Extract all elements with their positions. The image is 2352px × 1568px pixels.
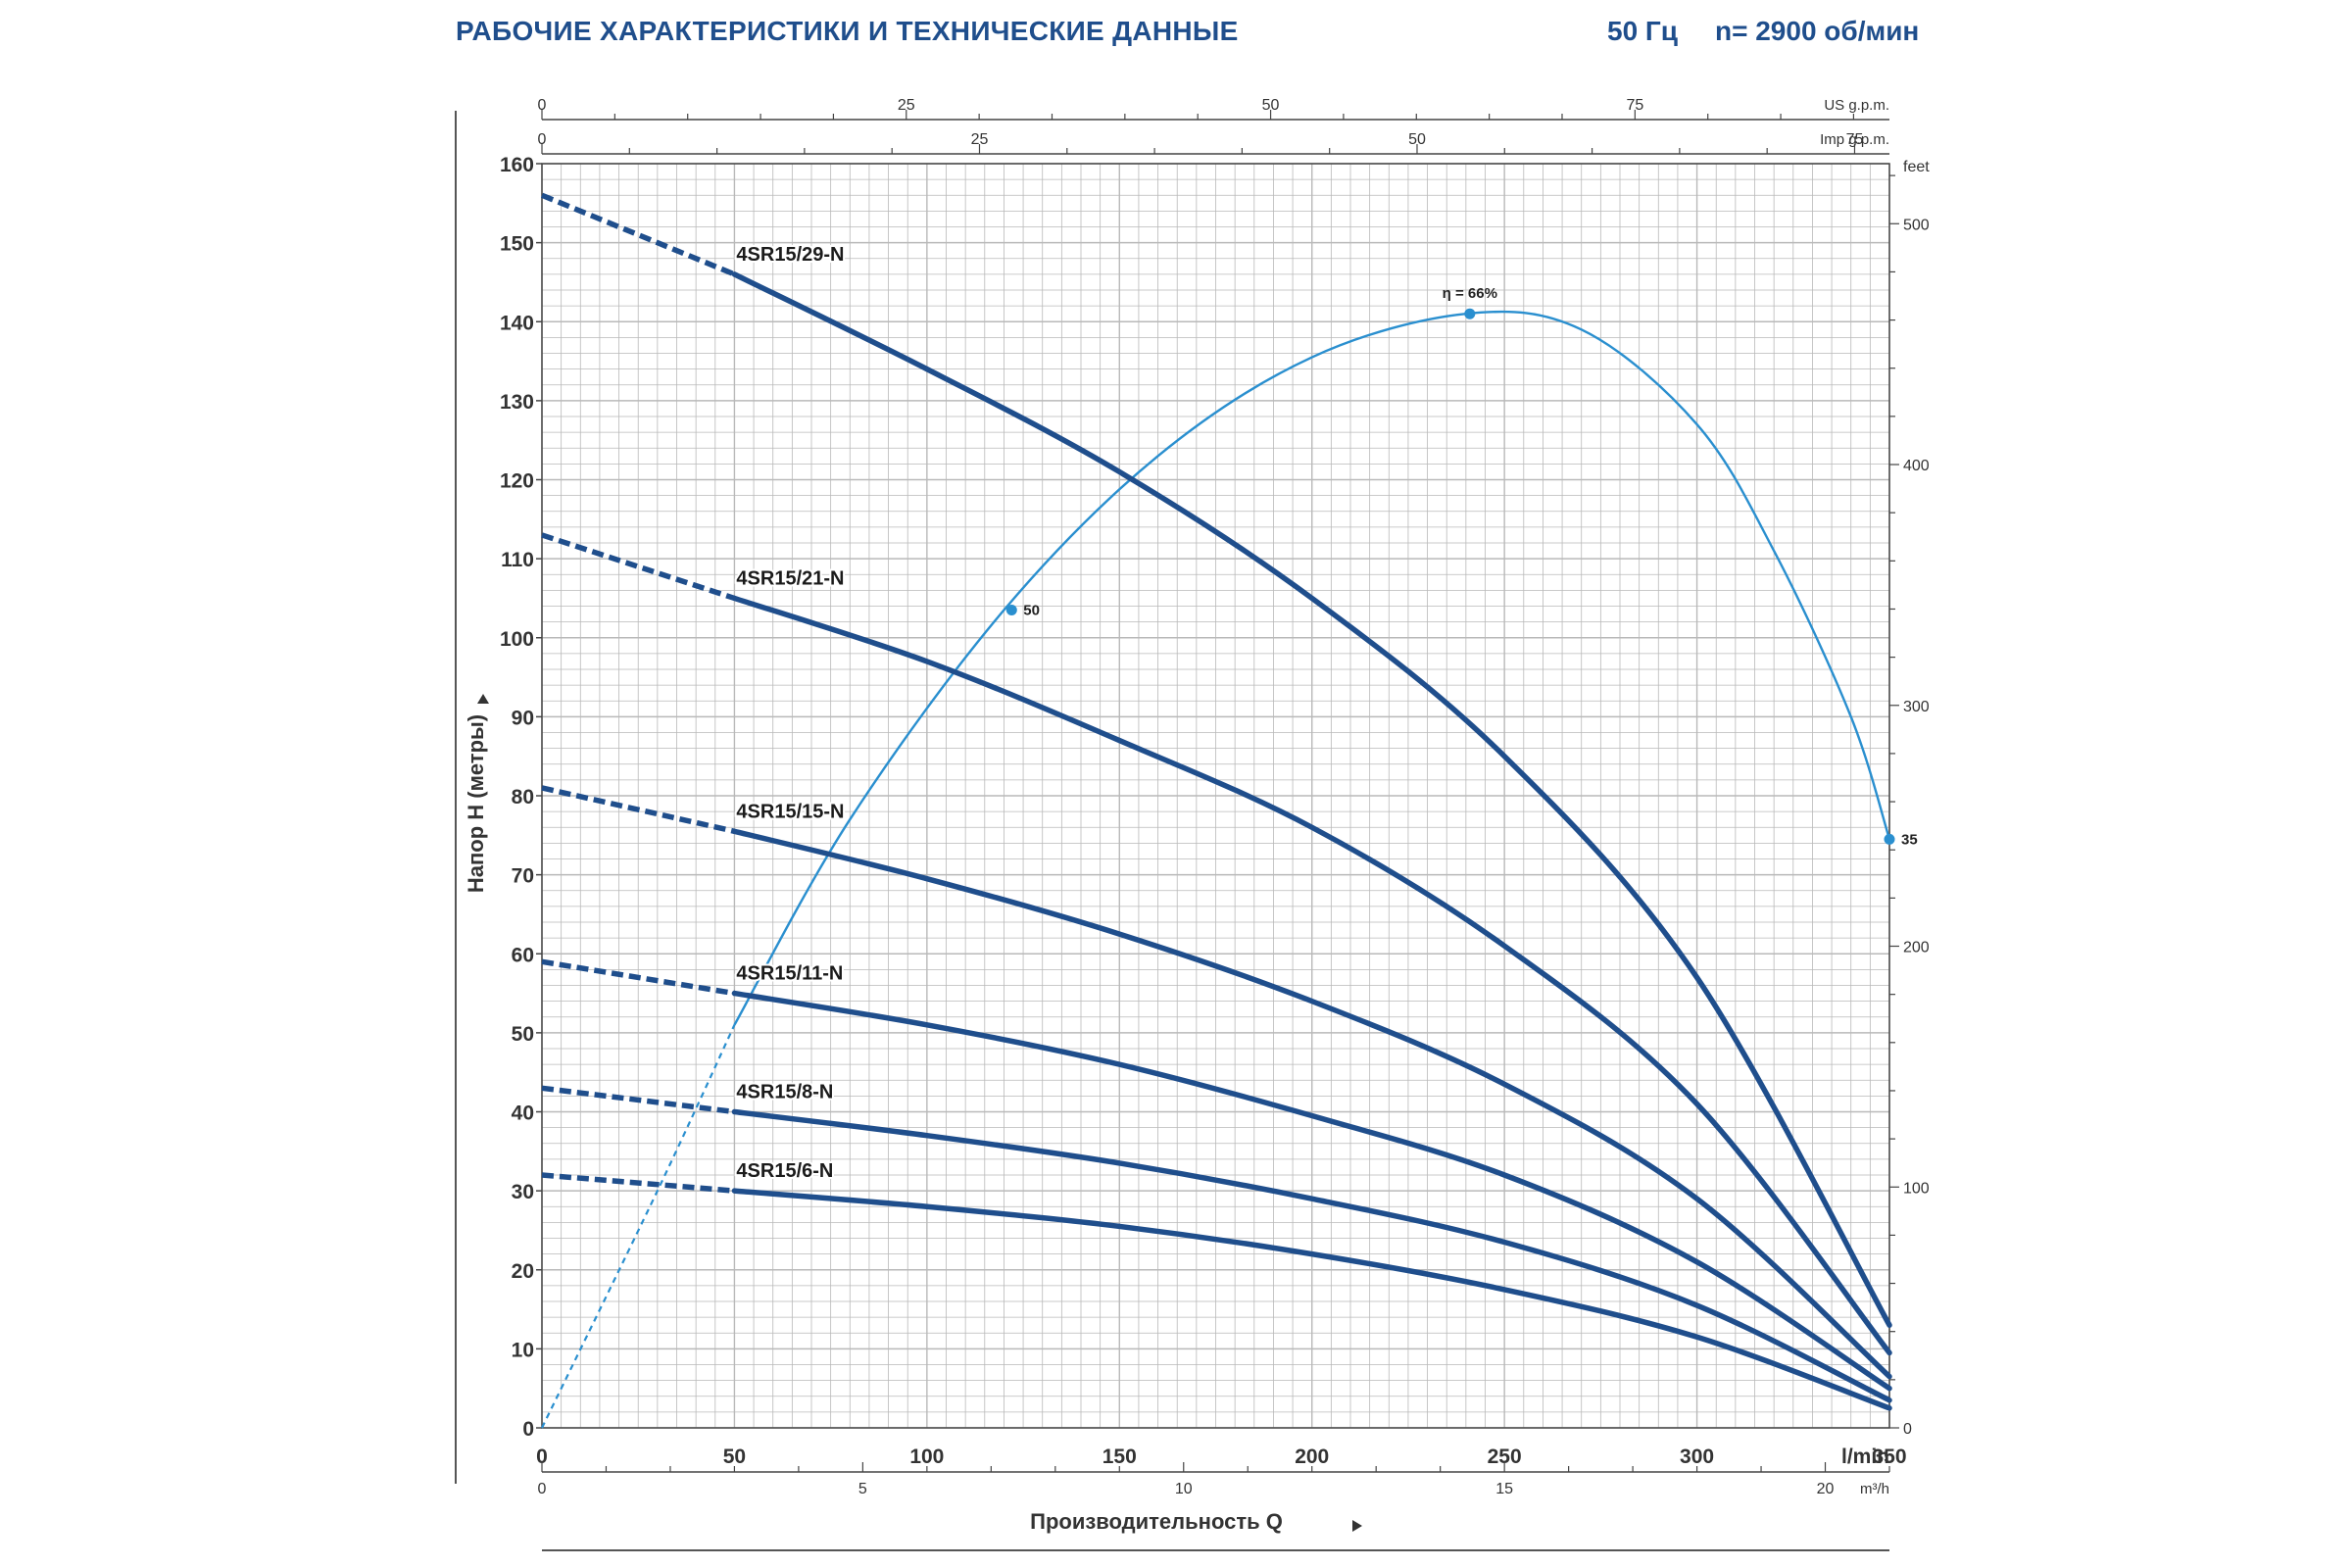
m3h-tick-label: 0 <box>538 1481 547 1497</box>
imp-gpm-axis-label: Imp g.p.m. <box>1820 131 1889 148</box>
y-tick-label: 140 <box>500 312 534 334</box>
m3h-tick-label: 20 <box>1817 1481 1835 1497</box>
x-tick-label: 300 <box>1680 1446 1714 1468</box>
y-tick-label: 20 <box>512 1260 534 1283</box>
series-line-4SR15/21-N <box>731 595 1892 1356</box>
imp-gpm-tick-label: 0 <box>538 131 547 148</box>
efficiency-marker-label: 50 <box>1023 603 1040 619</box>
m3h-tick-label: 5 <box>858 1481 867 1497</box>
us-gpm-tick-label: 25 <box>898 97 915 114</box>
header: РАБОЧИЕ ХАРАКТЕРИСТИКИ И ТЕХНИЧЕСКИЕ ДАН… <box>0 14 2352 53</box>
series-dashed-4SR15/21-N <box>541 532 736 602</box>
y-tick-label: 50 <box>512 1023 534 1046</box>
m3h-tick-label: 10 <box>1175 1481 1193 1497</box>
page-title: РАБОЧИЕ ХАРАКТЕРИСТИКИ И ТЕХНИЧЕСКИЕ ДАН… <box>456 16 1239 46</box>
y-tick-label: 150 <box>500 233 534 256</box>
y-tick-label: 70 <box>512 865 534 888</box>
y-axis-title: Напор H (метры) <box>464 714 488 893</box>
series-dashed-4SR15/15-N <box>541 785 736 834</box>
feet-tick-label: 200 <box>1903 940 1930 956</box>
us-gpm-axis-label: US g.p.m. <box>1824 97 1889 114</box>
series-label: 4SR15/11-N <box>736 963 843 985</box>
series-line-4SR15/6-N <box>731 1188 1892 1411</box>
y-tick-label: 110 <box>501 549 534 571</box>
efficiency-curve-dashed <box>541 1024 736 1429</box>
feet-axis-label: feet <box>1903 159 1930 175</box>
labels-layer: 50 η = 66% 35 4SR15/29-N 4SR15/21-N 4SR15/15-… <box>734 242 1918 1184</box>
y-tick-label: 120 <box>500 470 534 493</box>
series-layer <box>540 192 1895 1429</box>
imp-gpm-tick-label: 50 <box>1408 131 1426 148</box>
series-line-4SR15/29-N <box>731 271 1892 1328</box>
series-label: 4SR15/8-N <box>736 1082 833 1103</box>
series-label: 4SR15/15-N <box>736 801 844 822</box>
us-gpm-tick-label: 75 <box>1626 97 1643 114</box>
x-unit-label: l/min <box>1841 1446 1889 1468</box>
y-tick-label: 40 <box>512 1102 534 1125</box>
series-label: 4SR15/29-N <box>736 244 844 266</box>
y-tick-label: 60 <box>512 944 534 966</box>
x-tick-label: 200 <box>1295 1446 1329 1468</box>
efficiency-curve <box>733 310 1891 1026</box>
us-gpm-tick-label: 0 <box>538 97 547 114</box>
us-gpm-tick-label: 50 <box>1262 97 1280 114</box>
feet-tick-label: 500 <box>1903 217 1930 233</box>
efficiency-marker <box>1884 833 1895 845</box>
x-tick-label: 250 <box>1488 1446 1522 1468</box>
y-axis-arrow <box>477 694 489 704</box>
m3h-tick-label: 15 <box>1495 1481 1513 1497</box>
series-dashed-4SR15/6-N <box>541 1172 735 1194</box>
series-line-4SR15/15-N <box>731 828 1892 1380</box>
x-tick-label: 0 <box>536 1446 548 1468</box>
series-line-4SR15/11-N <box>731 990 1892 1392</box>
series-dashed-4SR15/11-N <box>541 958 735 997</box>
speed-label: n= 2900 об/мин <box>1715 16 1920 46</box>
frequency-label: 50 Гц <box>1607 16 1679 46</box>
y-tick-label: 90 <box>512 707 534 729</box>
y-tick-label: 130 <box>500 391 534 414</box>
series-line-4SR15/8-N <box>731 1108 1892 1403</box>
series-dashed-4SR15/8-N <box>541 1085 735 1115</box>
grid <box>541 163 1890 1429</box>
m3h-axis-label: m³/h <box>1860 1481 1889 1497</box>
x-tick-label: 350 <box>1872 1446 1906 1468</box>
series-label: 4SR15/21-N <box>736 567 844 589</box>
efficiency-marker-label: η = 66% <box>1443 285 1497 302</box>
y-tick-label: 100 <box>500 628 534 651</box>
efficiency-marker-label: 35 <box>1901 831 1918 848</box>
efficiency-marker <box>1005 605 1017 616</box>
x-tick-label: 150 <box>1102 1446 1137 1468</box>
imp-gpm-tick-label: 25 <box>971 131 989 148</box>
series-label: 4SR15/6-N <box>736 1160 833 1182</box>
feet-tick-label: 400 <box>1903 458 1930 474</box>
feet-tick-label: 0 <box>1903 1421 1912 1438</box>
x-tick-label: 50 <box>723 1446 746 1468</box>
x-axis-arrow <box>1352 1520 1362 1532</box>
efficiency-marker <box>1464 308 1476 319</box>
y-tick-label: 160 <box>500 154 534 176</box>
x-axis-title: Производительность Q <box>1030 1509 1283 1534</box>
feet-tick-label: 300 <box>1903 699 1930 715</box>
x-tick-label: 100 <box>909 1446 944 1468</box>
y-tick-label: 0 <box>522 1418 534 1441</box>
axes: 0102030405060708090100110120130140150160… <box>455 97 1930 1551</box>
imp-gpm-tick-label: 75 <box>1846 131 1864 148</box>
y-tick-label: 10 <box>512 1339 534 1361</box>
y-tick-label: 80 <box>512 786 534 808</box>
feet-tick-label: 100 <box>1903 1180 1930 1197</box>
y-tick-label: 30 <box>512 1181 534 1203</box>
